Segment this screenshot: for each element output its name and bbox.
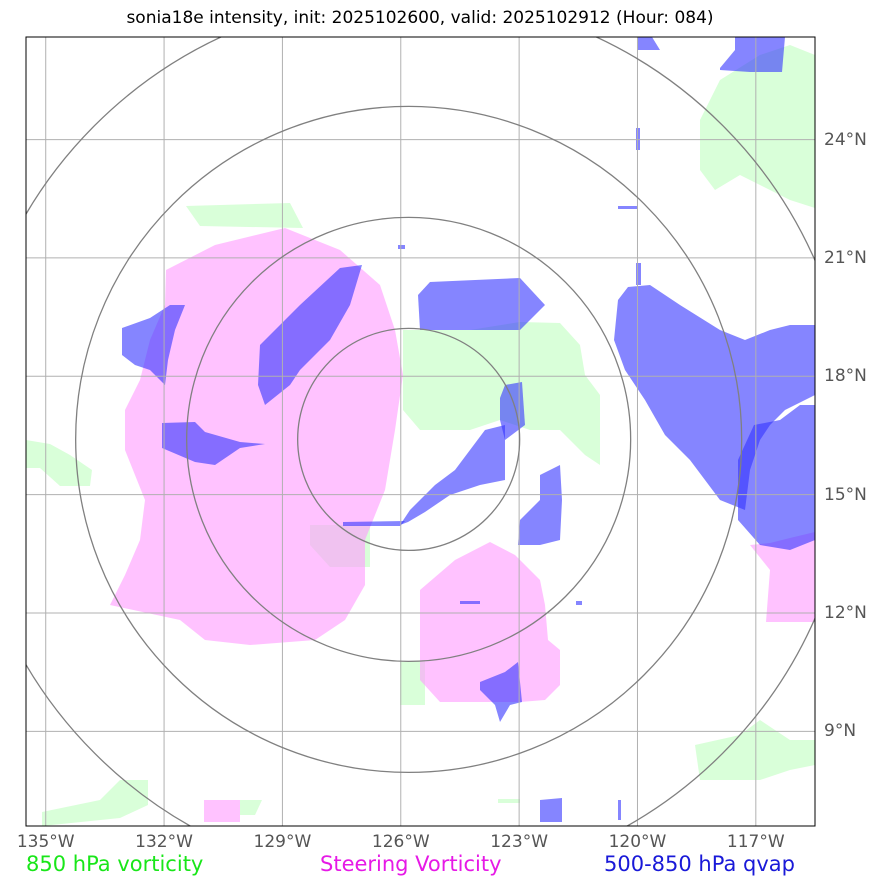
longitude-label: 123°W	[490, 832, 549, 852]
range-ring	[297, 327, 521, 552]
map-title: sonia18e intensity, init: 2025102600, va…	[126, 8, 714, 28]
legend-vort850: 850 hPa vorticity	[26, 852, 204, 876]
latitude-label: 12°N	[824, 602, 867, 623]
latitude-label: 21°N	[824, 247, 867, 268]
range-rings	[26, 37, 815, 826]
longitude-label: 132°W	[135, 832, 193, 852]
legend-steering: Steering Vorticity	[320, 852, 502, 876]
graticule	[26, 37, 815, 826]
longitude-label: 135°W	[16, 832, 75, 852]
latitude-label: 18°N	[824, 366, 867, 387]
latitude-label: 24°N	[824, 129, 867, 150]
range-ring	[186, 216, 632, 663]
longitude-label: 126°W	[371, 832, 430, 852]
range-ring	[75, 105, 743, 774]
map-frame	[25, 36, 816, 827]
longitude-label: 129°W	[253, 832, 312, 852]
latitude-label: 15°N	[824, 484, 867, 505]
longitude-label: 117°W	[726, 832, 785, 852]
legend-qvap: 500-850 hPa qvap	[604, 852, 795, 876]
longitude-label: 120°W	[608, 832, 667, 852]
latitude-label: 9°N	[824, 721, 857, 742]
